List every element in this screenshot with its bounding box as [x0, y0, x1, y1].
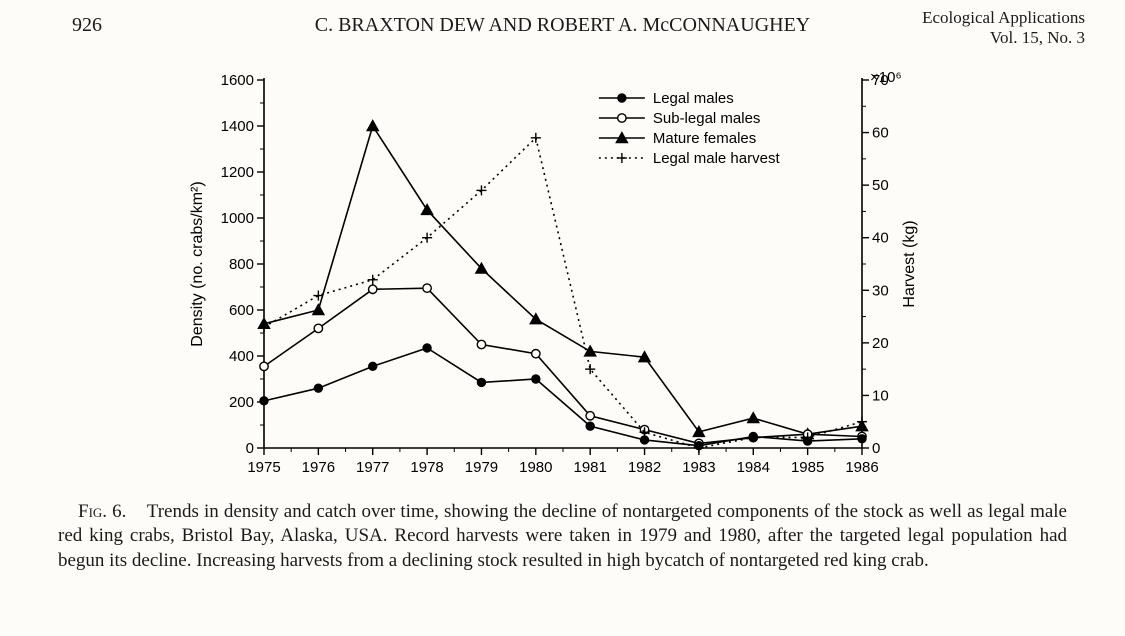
svg-text:1976: 1976 — [302, 459, 335, 476]
svg-text:1200: 1200 — [221, 164, 254, 181]
svg-text:0: 0 — [246, 440, 254, 457]
chart-svg: 0 200 400 600 800 1000 1200 1400 1600 0 10 20 30 40 50… — [182, 60, 942, 490]
svg-text:1977: 1977 — [356, 459, 389, 476]
svg-text:1400: 1400 — [221, 118, 254, 135]
svg-text:×10⁶: ×10⁶ — [870, 69, 902, 86]
journal-volume: Vol. 15, No. 3 — [922, 28, 1085, 48]
svg-text:60: 60 — [872, 125, 889, 142]
svg-text:1983: 1983 — [682, 459, 715, 476]
svg-text:Sub-legal males: Sub-legal males — [653, 110, 761, 127]
svg-text:400: 400 — [229, 348, 254, 365]
journal-name: Ecological Applications — [922, 8, 1085, 27]
svg-text:Legal males: Legal males — [653, 90, 734, 107]
svg-text:1978: 1978 — [410, 459, 443, 476]
journal-info: Ecological Applications Vol. 15, No. 3 — [922, 8, 1085, 49]
svg-text:40: 40 — [872, 230, 889, 247]
figure-caption: Fig. 6. Trends in density and catch over… — [58, 500, 1067, 573]
svg-text:0: 0 — [872, 440, 880, 457]
svg-text:Harvest (kg): Harvest (kg) — [901, 220, 918, 307]
svg-text:1986: 1986 — [845, 459, 878, 476]
svg-text:600: 600 — [229, 302, 254, 319]
svg-text:1984: 1984 — [737, 459, 770, 476]
svg-text:1980: 1980 — [519, 459, 552, 476]
svg-text:200: 200 — [229, 394, 254, 411]
svg-text:1975: 1975 — [247, 459, 280, 476]
svg-text:Density (no. crabs/km²): Density (no. crabs/km²) — [189, 181, 206, 346]
svg-text:30: 30 — [872, 282, 889, 299]
svg-text:1979: 1979 — [465, 459, 498, 476]
svg-text:20: 20 — [872, 335, 889, 352]
figure-6-chart: 0 200 400 600 800 1000 1200 1400 1600 0 10 20 30 40 50… — [182, 60, 942, 490]
svg-text:800: 800 — [229, 256, 254, 273]
svg-text:1600: 1600 — [221, 72, 254, 89]
svg-text:1000: 1000 — [221, 210, 254, 227]
figure-caption-text: Trends in density and catch over time, s… — [58, 501, 1067, 571]
svg-text:50: 50 — [872, 177, 889, 194]
svg-text:1982: 1982 — [628, 459, 661, 476]
svg-text:10: 10 — [872, 387, 889, 404]
svg-text:1985: 1985 — [791, 459, 824, 476]
page-header: 926 C. BRAXTON DEW AND ROBERT A. McCONNA… — [0, 8, 1125, 56]
svg-text:Mature females: Mature females — [653, 130, 756, 147]
svg-text:1981: 1981 — [573, 459, 606, 476]
svg-text:Legal male harvest: Legal male harvest — [653, 150, 781, 167]
figure-label: Fig. 6. — [78, 501, 126, 522]
page: 926 C. BRAXTON DEW AND ROBERT A. McCONNA… — [0, 0, 1125, 636]
